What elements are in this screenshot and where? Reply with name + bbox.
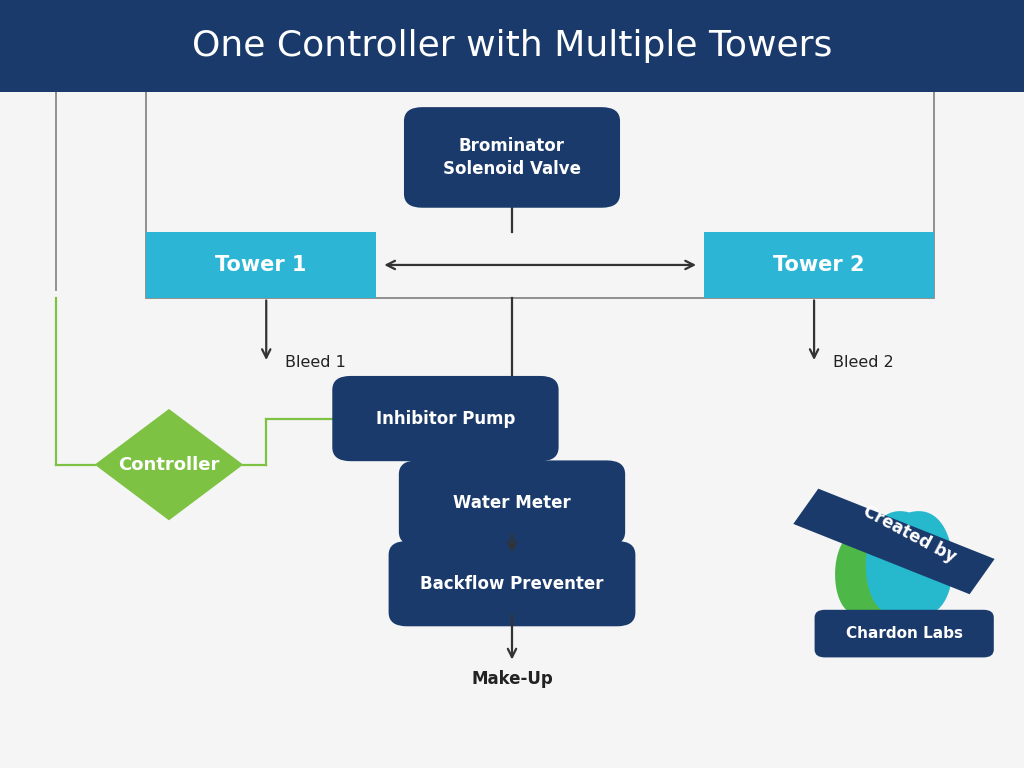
Text: One Controller with Multiple Towers: One Controller with Multiple Towers (191, 29, 833, 63)
Text: Water Meter: Water Meter (454, 494, 570, 512)
FancyBboxPatch shape (389, 541, 635, 627)
Text: Created by: Created by (860, 502, 958, 566)
FancyBboxPatch shape (398, 461, 625, 545)
Text: Make-Up: Make-Up (471, 670, 553, 688)
FancyBboxPatch shape (794, 488, 994, 594)
Polygon shape (866, 511, 952, 615)
Text: Chardon Labs: Chardon Labs (846, 626, 963, 641)
Text: Inhibitor Pump: Inhibitor Pump (376, 409, 515, 428)
FancyBboxPatch shape (403, 107, 620, 207)
Bar (0, 0, 1024, 92)
Text: Tower 1: Tower 1 (215, 255, 307, 275)
Bar (705, 232, 934, 297)
Bar (146, 232, 377, 297)
Text: Brominator
Solenoid Valve: Brominator Solenoid Valve (443, 137, 581, 177)
Text: Controller: Controller (119, 455, 219, 474)
Text: Bleed 1: Bleed 1 (285, 355, 345, 370)
FancyBboxPatch shape (815, 610, 993, 657)
Text: Backflow Preventer: Backflow Preventer (420, 574, 604, 593)
Text: Bleed 2: Bleed 2 (833, 355, 893, 370)
Polygon shape (836, 531, 901, 614)
Polygon shape (95, 409, 244, 521)
FancyBboxPatch shape (332, 376, 559, 461)
Text: Tower 2: Tower 2 (773, 255, 865, 275)
Bar (146, 78, 935, 297)
